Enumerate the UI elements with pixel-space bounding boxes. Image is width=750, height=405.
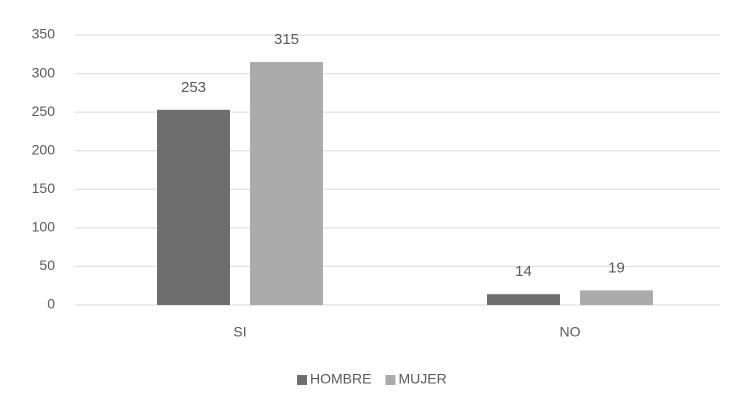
- bar: [157, 109, 230, 305]
- legend-swatch: [385, 375, 396, 385]
- y-tick-label: 200: [32, 141, 56, 157]
- y-tick-label: 300: [32, 64, 56, 80]
- bar: [487, 294, 560, 305]
- bar: [580, 290, 653, 305]
- data-label: 253: [181, 79, 206, 96]
- x-tick-label: NO: [560, 324, 581, 340]
- data-label: 14: [515, 263, 532, 280]
- y-tick-label: 0: [47, 296, 55, 312]
- y-tick-label: 100: [32, 219, 56, 235]
- data-label: 19: [608, 259, 625, 276]
- legend-label: HOMBRE: [310, 371, 371, 387]
- y-tick-label: 50: [39, 257, 55, 273]
- y-tick-label: 350: [32, 26, 56, 42]
- bar: [250, 62, 323, 305]
- legend-item: HOMBRE: [297, 371, 371, 387]
- x-tick-label: SI: [233, 324, 246, 340]
- y-tick-label: 150: [32, 180, 56, 196]
- legend-swatch: [297, 375, 307, 385]
- y-tick-label: 250: [32, 103, 56, 119]
- data-label: 315: [274, 31, 299, 48]
- legend-label: MUJER: [398, 371, 446, 387]
- legend-item: MUJER: [385, 371, 447, 387]
